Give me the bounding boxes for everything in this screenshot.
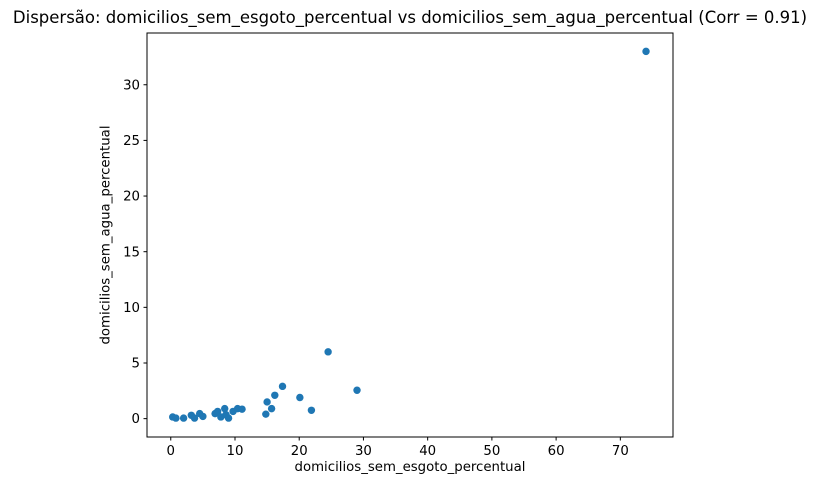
y-axis-label: domicilios_sem_agua_percentual <box>98 125 114 345</box>
x-tick-label: 70 <box>612 444 629 459</box>
scatter-point <box>221 404 229 413</box>
x-axis-label: domicilios_sem_esgoto_percentual <box>294 460 526 475</box>
y-tick-label: 0 <box>132 412 140 427</box>
scatter-point <box>278 382 287 391</box>
scatter-point <box>353 386 361 394</box>
x-tick-label: 10 <box>227 444 244 459</box>
x-tick-label: 40 <box>419 444 436 459</box>
x-tick-label: 0 <box>167 444 175 459</box>
y-tick-label: 5 <box>132 357 140 372</box>
axes-frame <box>146 32 674 438</box>
scatter-point <box>199 412 207 421</box>
y-tick-label: 15 <box>123 245 140 260</box>
y-tick-label: 20 <box>123 190 140 205</box>
scatter-point <box>296 393 304 402</box>
scatter-point <box>271 391 279 399</box>
y-tick-label: 25 <box>123 134 140 149</box>
scatter-point <box>642 47 650 56</box>
x-tick-label: 50 <box>483 444 500 459</box>
x-tick-label: 20 <box>291 444 308 459</box>
scatter-point <box>238 405 246 413</box>
scatter-point <box>267 404 276 413</box>
scatter-point <box>179 414 188 422</box>
chart-title: Dispersão: domicilios_sem_esgoto_percent… <box>12 8 808 27</box>
scatter-point <box>213 407 222 416</box>
scatter-point <box>190 414 199 422</box>
scatter-point <box>307 406 316 414</box>
y-tick-label: 30 <box>123 78 140 93</box>
scatter-point <box>324 348 332 356</box>
y-tick-label: 10 <box>123 301 140 316</box>
scatter-point <box>263 398 271 406</box>
scatter-point <box>172 414 180 422</box>
scatter-point <box>262 410 270 418</box>
scatter-point <box>224 414 233 422</box>
x-tick-label: 30 <box>355 444 372 459</box>
x-tick-label: 60 <box>548 444 565 459</box>
